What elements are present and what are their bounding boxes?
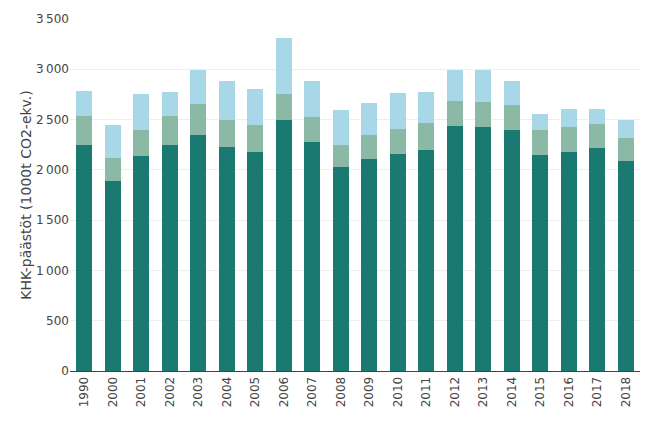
svg-text:2002: 2002 bbox=[163, 377, 177, 408]
svg-text:1 500: 1 500 bbox=[36, 213, 69, 227]
svg-text:2008: 2008 bbox=[334, 377, 348, 408]
svg-text:1 000: 1 000 bbox=[36, 264, 69, 278]
svg-text:2000: 2000 bbox=[106, 377, 120, 408]
svg-text:2003: 2003 bbox=[191, 377, 205, 408]
svg-text:2018: 2018 bbox=[619, 377, 633, 408]
svg-text:2016: 2016 bbox=[562, 377, 576, 408]
svg-text:2005: 2005 bbox=[248, 377, 262, 408]
svg-text:2004: 2004 bbox=[220, 377, 234, 408]
svg-text:2013: 2013 bbox=[476, 377, 490, 408]
svg-text:1990: 1990 bbox=[77, 377, 91, 408]
svg-text:2012: 2012 bbox=[448, 377, 462, 408]
svg-text:3 000: 3 000 bbox=[36, 62, 69, 76]
svg-text:2007: 2007 bbox=[305, 377, 319, 408]
svg-text:2017: 2017 bbox=[590, 377, 604, 408]
svg-text:KHK-päästöt (1000t CO2-ekv.): KHK-päästöt (1000t CO2-ekv.) bbox=[18, 90, 34, 299]
svg-text:2 500: 2 500 bbox=[36, 113, 69, 127]
svg-text:2001: 2001 bbox=[134, 377, 148, 408]
svg-text:500: 500 bbox=[46, 314, 69, 328]
svg-text:0: 0 bbox=[61, 364, 69, 378]
svg-text:2014: 2014 bbox=[505, 377, 519, 408]
svg-text:2011: 2011 bbox=[419, 377, 433, 408]
svg-text:2015: 2015 bbox=[533, 377, 547, 408]
svg-text:3 500: 3 500 bbox=[36, 12, 69, 26]
svg-text:2009: 2009 bbox=[362, 377, 376, 408]
svg-text:2 000: 2 000 bbox=[36, 163, 69, 177]
svg-text:2006: 2006 bbox=[277, 377, 291, 408]
svg-text:2010: 2010 bbox=[391, 377, 405, 408]
